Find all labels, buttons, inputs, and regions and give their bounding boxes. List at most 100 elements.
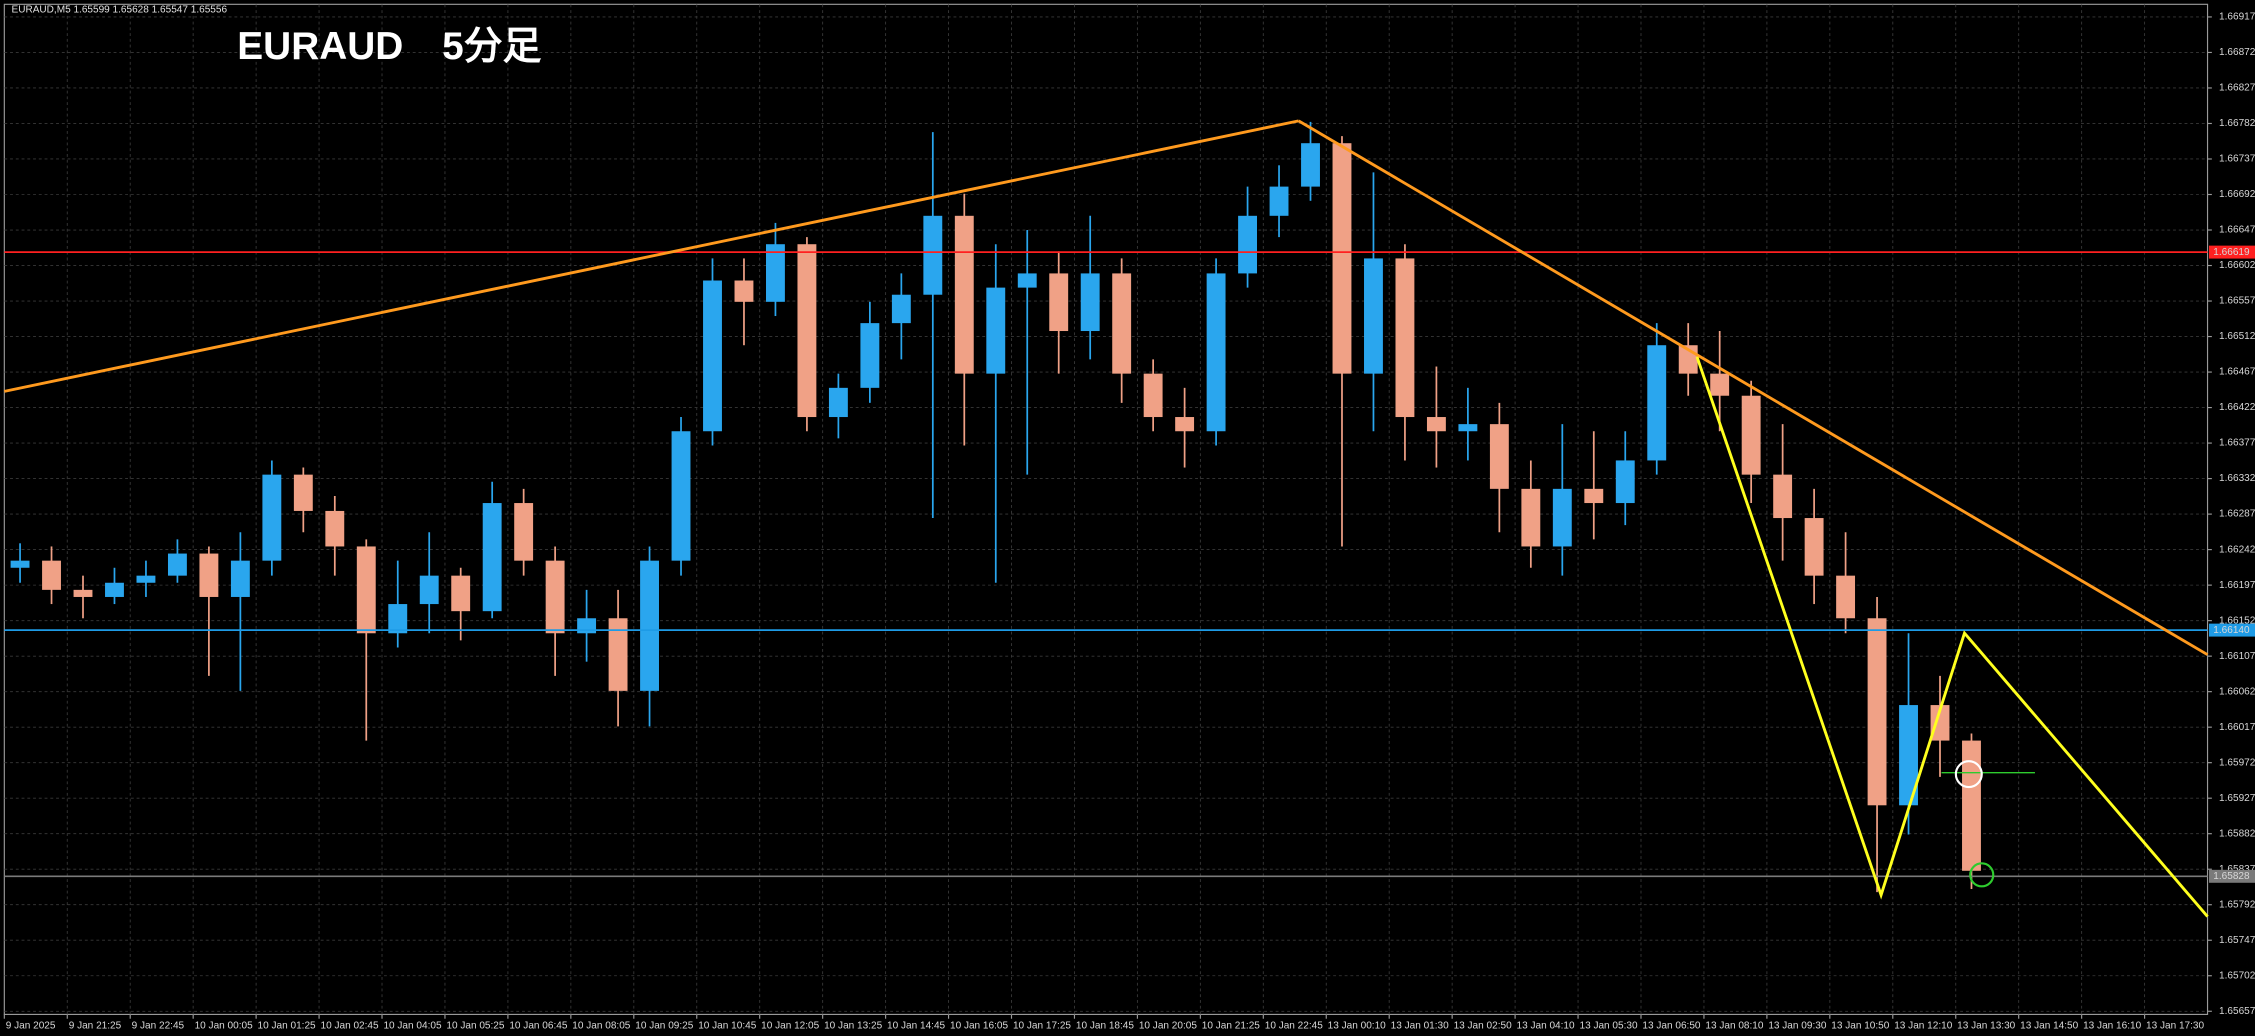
- y-tick-label: 1.66287: [2219, 509, 2255, 520]
- x-tick-label: 10 Jan 09:25: [635, 1021, 693, 1032]
- x-tick-label: 13 Jan 04:10: [1517, 1021, 1575, 1032]
- x-tick-label: 9 Jan 22:45: [132, 1021, 185, 1032]
- y-tick-label: 1.65792: [2219, 899, 2255, 910]
- candle-body: [514, 503, 534, 561]
- candle-body: [1552, 488, 1572, 547]
- x-tick-label: 13 Jan 09:30: [1768, 1021, 1826, 1032]
- candle-body: [230, 560, 250, 597]
- candle-body: [797, 244, 817, 418]
- candle-body: [419, 575, 439, 605]
- candle-body: [1804, 518, 1824, 576]
- candle-body: [1710, 373, 1730, 396]
- y-tick-label: 1.66692: [2219, 189, 2255, 200]
- marker-circle: [1969, 862, 1995, 888]
- x-tick-label: 13 Jan 16:10: [2083, 1021, 2141, 1032]
- y-tick-label: 1.65702: [2219, 970, 2255, 981]
- candle-body: [545, 560, 565, 634]
- chart-title: EURAUD 5分足: [237, 25, 541, 68]
- y-tick-label: 1.66782: [2219, 118, 2255, 129]
- y-tick-label: 1.66152: [2219, 615, 2255, 626]
- price-level-label: 1.66619: [2213, 247, 2250, 258]
- trend-line: [1297, 119, 2209, 656]
- candle-body: [766, 244, 785, 302]
- candle-body: [734, 280, 754, 302]
- x-tick-label: 10 Jan 12:05: [761, 1021, 819, 1032]
- x-tick-label: 13 Jan 06:50: [1642, 1021, 1700, 1032]
- chart-header: EURAUD,M5 1.65599 1.65628 1.65547 1.6555…: [12, 5, 228, 16]
- candle-body: [10, 560, 30, 568]
- y-tick-label: 1.66332: [2219, 473, 2255, 484]
- axes: 1.66917 1.66872 1.66827 1.66782 1.66737 1.666…: [3, 12, 2255, 1032]
- plot-frame: [3, 3, 2209, 1015]
- y-tick-label: 1.66107: [2219, 651, 2255, 662]
- y-tick-label: 1.65927: [2219, 793, 2255, 804]
- y-tick-label: 1.65837: [2219, 864, 2255, 875]
- candle-body: [1899, 705, 1918, 806]
- candle-body: [1017, 273, 1037, 288]
- price-level-label: 1.65828: [2213, 871, 2250, 882]
- x-tick-label: 13 Jan 12:10: [1894, 1021, 1952, 1032]
- candle-body: [293, 474, 313, 511]
- candle-body: [1332, 143, 1352, 374]
- candle-body: [356, 546, 376, 634]
- x-tick-label: 13 Jan 14:50: [2020, 1021, 2078, 1032]
- y-tick-label: 1.66872: [2219, 47, 2255, 58]
- price-level-tag: [2208, 623, 2255, 637]
- y-tick-label: 1.66422: [2219, 402, 2255, 413]
- candle-body: [42, 560, 61, 590]
- y-tick-label: 1.66242: [2219, 544, 2255, 555]
- candle-body: [954, 215, 974, 374]
- x-tick-label: 13 Jan 08:10: [1705, 1021, 1763, 1032]
- candle-body: [1175, 417, 1195, 432]
- candle-body: [105, 582, 124, 597]
- y-tick-label: 1.66737: [2219, 154, 2255, 165]
- x-tick-label: 13 Jan 17:30: [2146, 1021, 2204, 1032]
- x-tick-label: 10 Jan 18:45: [1076, 1021, 1134, 1032]
- candle-body: [1584, 488, 1604, 504]
- y-tick-label: 1.66197: [2219, 580, 2255, 591]
- candles: [4, 121, 2208, 893]
- candle-body: [325, 510, 345, 547]
- x-tick-label: 9 Jan 2025: [6, 1021, 56, 1032]
- candle-body: [1206, 273, 1226, 432]
- y-tick-label: 1.66917: [2219, 12, 2255, 23]
- candle-body: [1238, 215, 1258, 274]
- x-tick-label: 10 Jan 05:25: [446, 1021, 504, 1032]
- candle-body: [1301, 143, 1320, 187]
- candle-body: [671, 431, 691, 561]
- x-tick-label: 9 Jan 21:25: [69, 1021, 122, 1032]
- x-tick-label: 10 Jan 06:45: [509, 1021, 567, 1032]
- candle-body: [1080, 273, 1100, 332]
- candle-body: [1364, 258, 1383, 374]
- candle-body: [1489, 424, 1509, 489]
- x-tick-label: 13 Jan 05:30: [1579, 1021, 1637, 1032]
- candle-body: [1647, 345, 1667, 461]
- candle-body: [1458, 424, 1478, 432]
- candle-body: [577, 618, 597, 634]
- candle-body: [1867, 618, 1887, 806]
- price-level-tag: [2208, 245, 2255, 259]
- candle-body: [388, 604, 408, 634]
- candle-body: [1269, 186, 1289, 216]
- candle-body: [136, 575, 156, 583]
- candle-body: [1930, 705, 1950, 741]
- candle-body: [1395, 258, 1415, 418]
- y-tick-label: 1.66467: [2219, 367, 2255, 378]
- candle-body: [703, 280, 722, 432]
- x-tick-label: 10 Jan 13:25: [824, 1021, 882, 1032]
- candle-body: [1521, 488, 1541, 547]
- x-tick-label: 10 Jan 20:05: [1139, 1021, 1197, 1032]
- x-tick-label: 13 Jan 13:30: [1957, 1021, 2015, 1032]
- x-tick-label: 13 Jan 01:30: [1391, 1021, 1449, 1032]
- y-tick-label: 1.65972: [2219, 757, 2255, 768]
- candle-body: [608, 618, 628, 691]
- candle-body: [891, 294, 911, 324]
- x-tick-label: 10 Jan 02:45: [320, 1021, 378, 1032]
- x-tick-label: 10 Jan 04:05: [383, 1021, 441, 1032]
- y-tick-label: 1.66557: [2219, 296, 2255, 307]
- y-tick-label: 1.66512: [2219, 331, 2255, 342]
- x-tick-label: 10 Jan 08:05: [572, 1021, 630, 1032]
- candle-body: [923, 215, 943, 295]
